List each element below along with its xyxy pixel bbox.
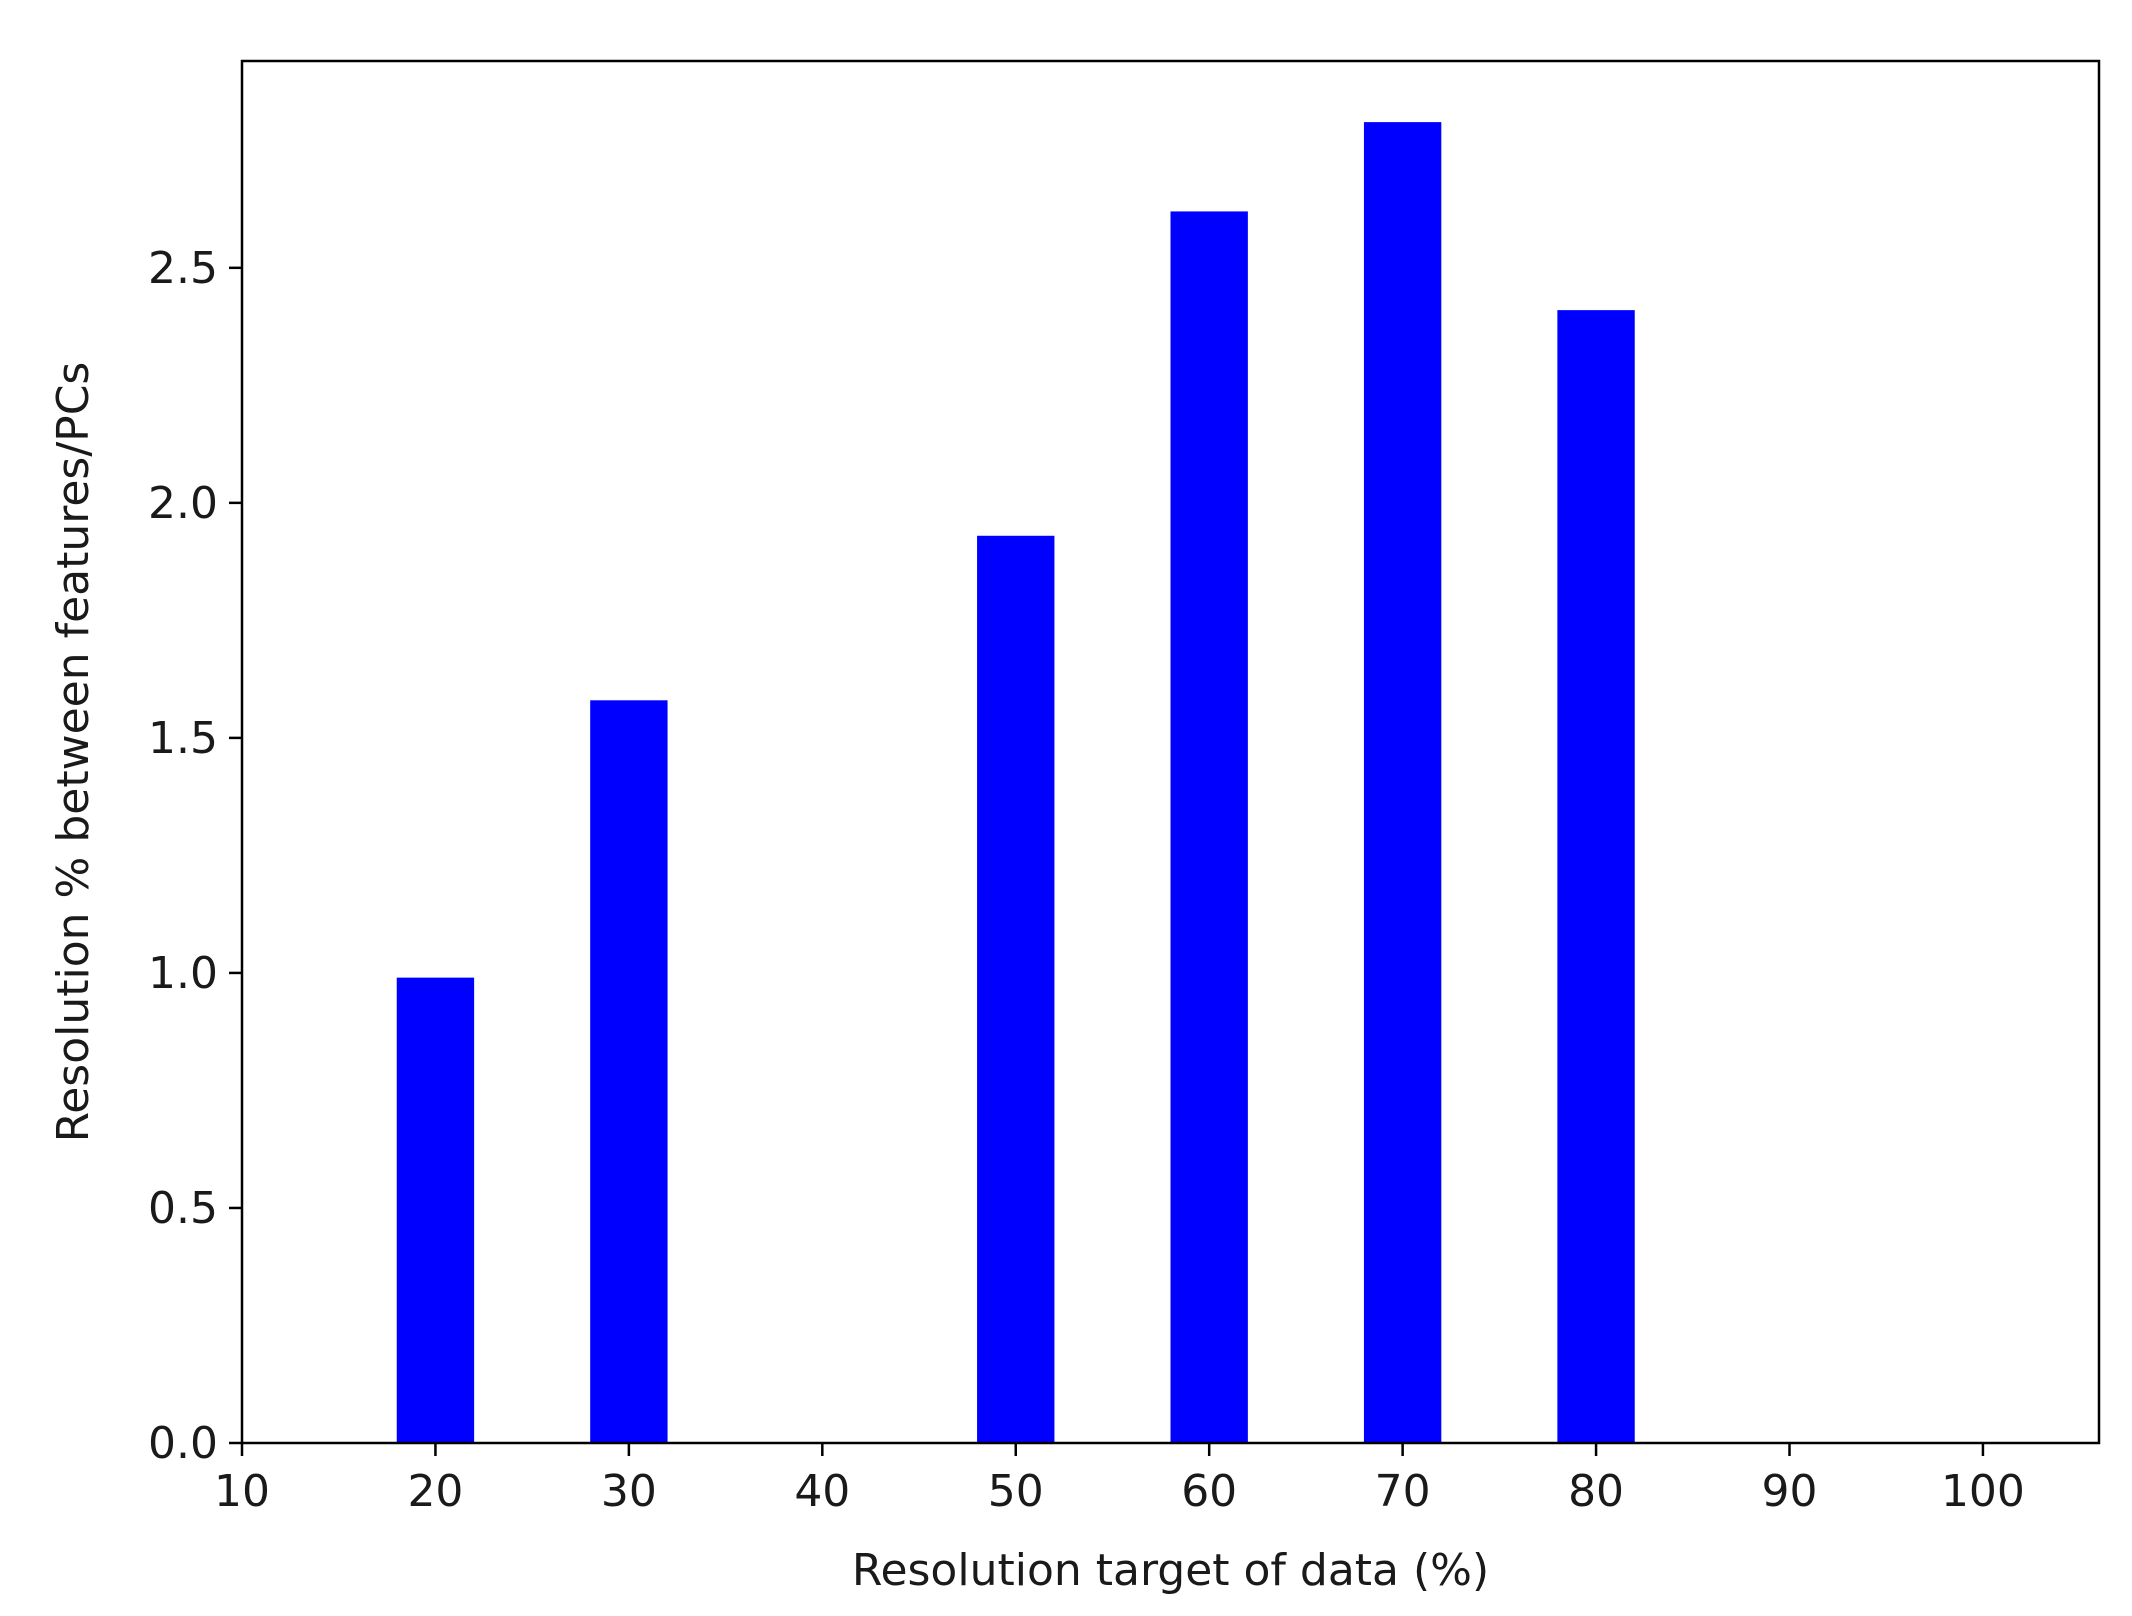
x-tick-label: 30 [601,1466,657,1517]
y-tick-label: 0.0 [148,1418,218,1469]
y-tick-label: 1.0 [148,948,218,999]
x-tick-label: 100 [1941,1466,2025,1517]
bar-80 [1557,310,1635,1444]
x-tick-label: 80 [1568,1466,1624,1517]
bar-60 [1170,211,1248,1444]
y-axis-ticks: 0.0 0.5 1.0 1.5 2.0 2.5 [148,243,242,1469]
x-axis-ticks: 10 20 30 40 50 60 70 80 90 100 [214,1443,2025,1517]
y-tick-label: 0.5 [148,1183,218,1234]
bar-50 [977,535,1055,1443]
bar-30 [590,700,668,1443]
bar-20 [396,977,475,1443]
y-tick-label: 1.5 [148,713,218,764]
x-axis-label: Resolution target of data (%) [852,1545,1489,1596]
x-tick-label: 20 [407,1466,463,1517]
bars-group [396,122,1635,1444]
x-tick-label: 70 [1375,1466,1431,1517]
y-axis-label: Resolution % between features/PCs [48,362,99,1143]
y-tick-label: 2.0 [148,478,218,529]
x-tick-label: 90 [1762,1466,1818,1517]
y-tick-label: 2.5 [148,243,218,294]
bar-70 [1363,122,1442,1443]
x-tick-label: 40 [794,1466,850,1517]
x-tick-label: 10 [214,1466,270,1517]
x-tick-label: 60 [1181,1466,1237,1517]
plot-frame [240,59,2101,1445]
x-tick-label: 50 [988,1466,1044,1517]
